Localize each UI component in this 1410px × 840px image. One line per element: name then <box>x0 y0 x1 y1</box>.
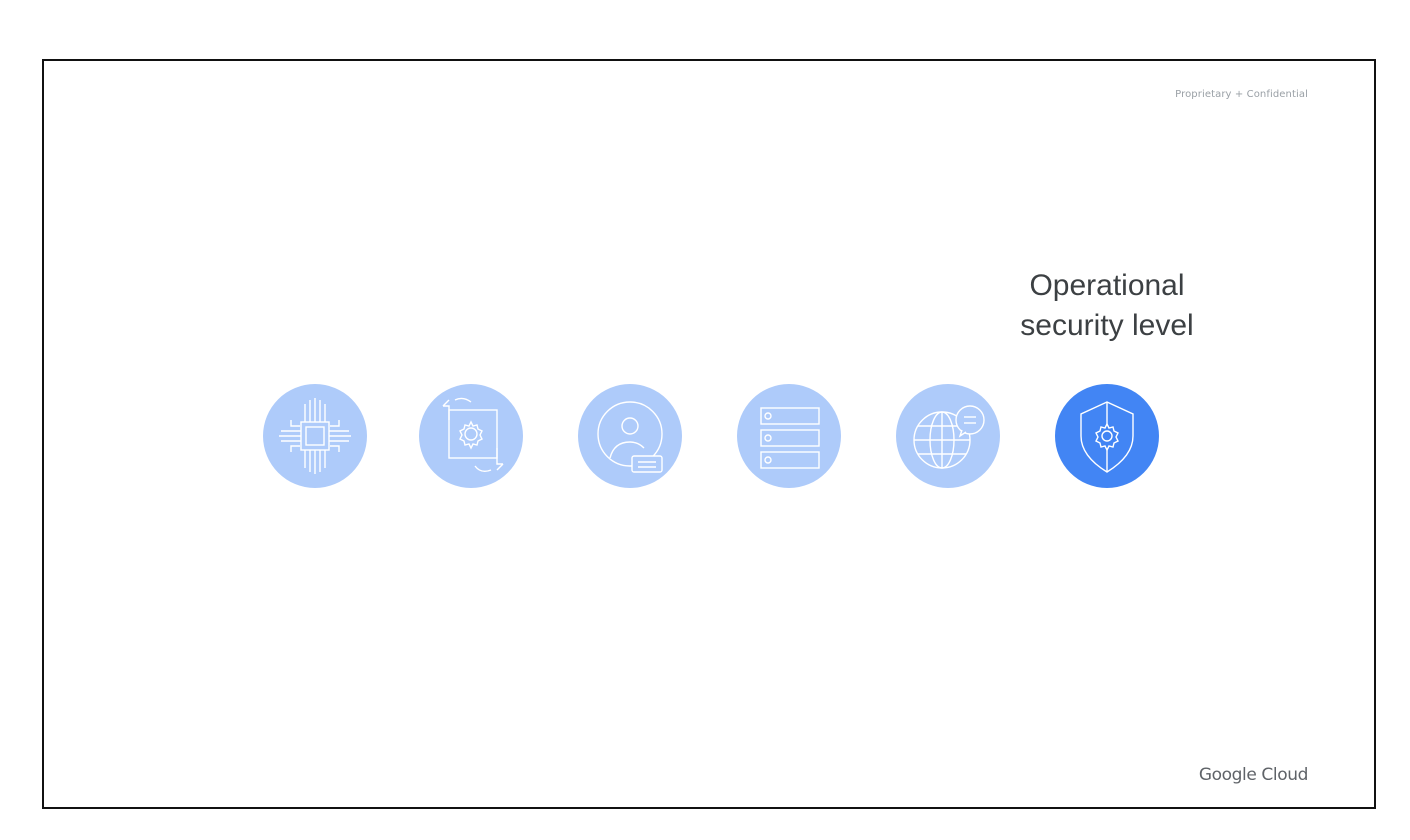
title-line-2: security level <box>1020 309 1194 342</box>
slide-title: Operational security level <box>1007 266 1207 346</box>
storage-stack-icon-circle <box>737 384 841 488</box>
chip-icon-circle <box>263 384 367 488</box>
shield-gear-icon <box>1080 401 1134 473</box>
user-identity-icon <box>597 401 663 473</box>
globe-chat-icon-circle <box>896 384 1000 488</box>
confidential-label: Proprietary + Confidential <box>1175 89 1308 100</box>
google-cloud-logo: Google Cloud <box>1198 765 1309 785</box>
globe-chat-icon <box>913 405 985 469</box>
config-refresh-icon <box>442 397 504 473</box>
slide: Proprietary + Confidential Operational s… <box>42 59 1376 809</box>
shield-gear-icon-circle <box>1055 384 1159 488</box>
storage-stack-icon <box>760 407 820 469</box>
user-identity-icon-circle <box>578 384 682 488</box>
title-line-1: Operational <box>1029 269 1185 302</box>
chip-icon <box>279 398 351 474</box>
config-refresh-icon-circle <box>419 384 523 488</box>
